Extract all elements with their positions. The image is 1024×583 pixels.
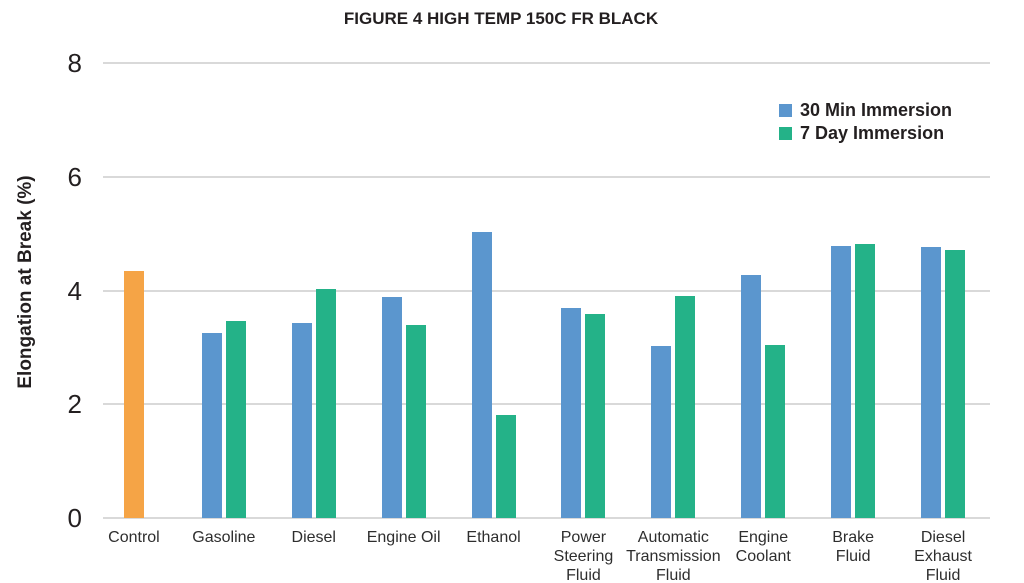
- x-category-label-engine-oil: Engine Oil: [366, 529, 441, 546]
- x-category-label-automatic-transmission-fluid: Automatic Transmission Fluid: [626, 529, 721, 583]
- bar-30-min-immersion-engine-oil: [381, 296, 402, 518]
- x-category-label-power-steering-fluid: Power Steering Fluid: [553, 529, 614, 583]
- x-category-label-diesel-exhaust-fluid: Diesel Exhaust Fluid: [914, 529, 972, 583]
- gridline-y-0: [103, 517, 990, 519]
- x-category-label-ethanol: Ethanol: [466, 529, 521, 546]
- x-category-label-brake-fluid: Brake Fluid: [832, 529, 875, 565]
- chart-title: FIGURE 4 HIGH TEMP 150C FR BLACK: [343, 9, 659, 28]
- bar-7-day-immersion-power-steering-fluid: [585, 313, 606, 518]
- bar-7-day-immersion-diesel: [315, 289, 336, 518]
- legend-item-7-day-immersion: 7 Day Immersion: [779, 122, 952, 144]
- bar-7-day-immersion-diesel-exhaust-fluid: [945, 250, 966, 518]
- legend-item-30-min-immersion: 30 Min Immersion: [779, 99, 952, 121]
- y-tick-label-8: 8: [67, 48, 82, 78]
- bar-30-min-immersion-ethanol: [471, 231, 492, 518]
- gridline-y-4: [103, 289, 990, 292]
- x-category-label-diesel: Diesel: [291, 529, 336, 546]
- bar-7-day-immersion-gasoline: [225, 320, 246, 518]
- bar-7-day-immersion-automatic-transmission-fluid: [675, 296, 696, 518]
- gridline-y-8: [103, 62, 990, 64]
- bar-30-min-immersion-power-steering-fluid: [561, 308, 582, 518]
- y-tick-label-4: 4: [67, 275, 82, 306]
- y-tick-label-2: 2: [67, 389, 82, 420]
- bar-30-min-immersion-diesel-exhaust-fluid: [921, 247, 942, 518]
- legend-swatch-7-day-icon: [779, 126, 792, 140]
- bar-7-day-immersion-engine-coolant: [765, 345, 786, 518]
- bar-7-day-immersion-ethanol: [495, 415, 516, 518]
- x-category-label-gasoline: Gasoline: [192, 529, 256, 546]
- bar-control: [123, 271, 144, 518]
- legend-swatch-30-min-icon: [779, 103, 792, 117]
- bar-30-min-immersion-engine-coolant: [741, 275, 762, 518]
- bar-7-day-immersion-engine-oil: [405, 325, 426, 518]
- y-tick-label-6: 6: [67, 161, 82, 192]
- legend-label-7-day: 7 Day Immersion: [800, 122, 945, 143]
- legend: 30 Min Immersion 7 Day Immersion: [779, 99, 952, 144]
- gridline-y-6: [103, 175, 990, 178]
- x-category-label-engine-coolant: Engine Coolant: [735, 529, 791, 565]
- bar-30-min-immersion-diesel: [291, 322, 312, 518]
- bar-7-day-immersion-brake-fluid: [855, 244, 876, 518]
- bar-30-min-immersion-gasoline: [201, 333, 222, 518]
- legend-label-30-min: 30 Min Immersion: [800, 99, 953, 120]
- x-category-label-control: Control: [108, 529, 160, 546]
- gridline-y-2: [103, 403, 990, 406]
- y-tick-label-0: 0: [67, 503, 82, 533]
- bar-30-min-immersion-automatic-transmission-fluid: [651, 346, 672, 518]
- bar-30-min-immersion-brake-fluid: [831, 246, 852, 518]
